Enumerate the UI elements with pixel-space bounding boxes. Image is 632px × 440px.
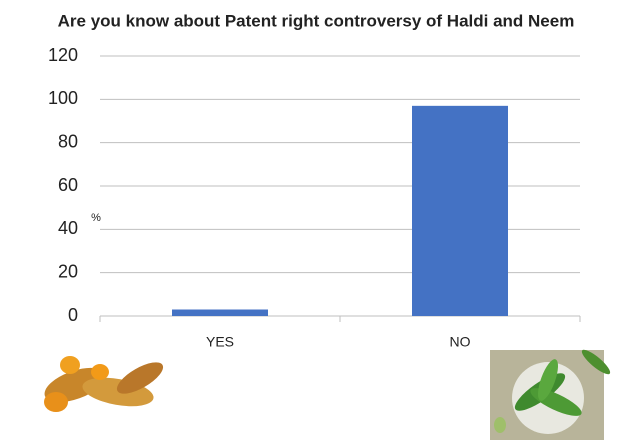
y-tick-label: 40 [58, 218, 78, 238]
y-tick-label: 20 [58, 261, 78, 281]
bar [172, 309, 268, 316]
y-tick-label: 100 [48, 88, 78, 108]
y-tick-label: 60 [58, 175, 78, 195]
y-axis-label: % [91, 212, 101, 224]
chart-title: Are you know about Patent right controve… [58, 11, 575, 30]
y-tick-label: 80 [58, 131, 78, 151]
bar [412, 105, 508, 316]
x-tick-label: NO [450, 334, 471, 350]
turmeric-image [44, 356, 164, 412]
x-tick-label: YES [206, 334, 234, 350]
y-tick-label: 120 [48, 45, 78, 65]
y-tick-label: 0 [68, 305, 78, 325]
neem-image [490, 349, 611, 440]
